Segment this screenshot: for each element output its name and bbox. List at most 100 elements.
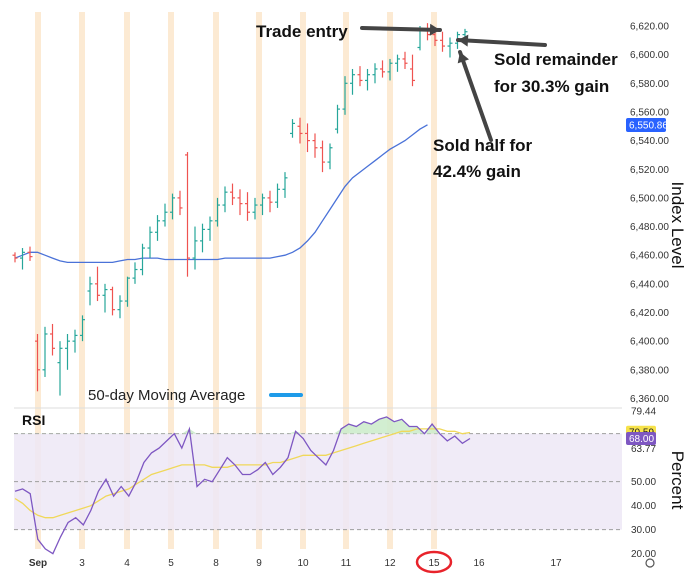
- price-bar-12: [102, 283, 108, 313]
- rsi-tick-label-4: 30.00: [631, 525, 656, 536]
- x-tick-label-9: 15: [428, 558, 440, 569]
- moving-average-line: [14, 124, 428, 264]
- annotation-sold-half-line2: 42.4% gain: [433, 162, 521, 181]
- rsi-badge-1: [626, 431, 656, 445]
- rsi-axis-title: Percent: [668, 451, 687, 510]
- x-tick-label-1: 3: [79, 558, 85, 569]
- price-bar-1: [20, 248, 25, 270]
- annotation-sold-remainder-line1: Sold remainder: [494, 50, 618, 69]
- highlighted-date-circle: [415, 550, 453, 574]
- price-bar-8: [72, 329, 78, 353]
- price-bar-5: [50, 323, 55, 356]
- price-bars: [12, 23, 468, 396]
- price-bar-48: [372, 63, 378, 84]
- price-bar-46: [357, 66, 363, 87]
- price-bar-4: [42, 326, 48, 377]
- x-tick-label-0: Sep: [29, 558, 47, 569]
- rsi-tick-label-5: 20.00: [631, 549, 656, 560]
- price-tick-label-0: 6,620.00: [630, 22, 669, 33]
- price-bar-17: [140, 243, 145, 276]
- arrow-trade-entry: [360, 23, 442, 36]
- settings-icon: [645, 558, 655, 568]
- price-tick-label-1: 6,600.00: [630, 50, 669, 61]
- price-bar-51: [395, 54, 400, 72]
- axes: 6,620.00 6,600.00 6,580.00 6,560.00 6,540.00…: [29, 22, 669, 574]
- rsi-overbought-fill: [15, 416, 470, 434]
- price-bar-58: [447, 37, 453, 58]
- price-tick-label-9: 6,440.00: [630, 279, 669, 290]
- rsi-panel-title: RSI: [22, 412, 45, 428]
- arrow-sold-half-head: [457, 52, 469, 64]
- price-tick-label-12: 6,380.00: [630, 365, 669, 376]
- price-bar-37: [290, 119, 295, 138]
- session-band-7: [343, 12, 349, 549]
- price-bar-41: [320, 140, 325, 173]
- price-bar-47: [365, 68, 370, 91]
- price-bar-26: [207, 216, 213, 241]
- price-tick-label-2: 6,580.00: [630, 79, 669, 90]
- session-band-8: [387, 12, 393, 549]
- price-bar-53: [410, 54, 415, 87]
- price-bar-28: [222, 186, 228, 213]
- price-bar-19: [155, 215, 160, 241]
- last-price-label: 6,550.86: [629, 121, 668, 132]
- annotation-trade-entry: Trade entry: [256, 22, 348, 41]
- price-bar-43: [335, 104, 340, 134]
- price-bar-50: [387, 58, 393, 81]
- arrow-sold-remainder: [456, 34, 547, 47]
- arrow-trade-entry-shaft: [360, 26, 442, 32]
- price-bar-20: [162, 203, 168, 227]
- price-bar-35: [275, 183, 280, 208]
- price-bar-23: [185, 152, 190, 277]
- x-tick-label-5: 9: [256, 558, 262, 569]
- x-tick-label-3: 5: [168, 558, 174, 569]
- session-band-3: [168, 12, 174, 549]
- price-bar-24: [192, 226, 198, 270]
- price-bar-22: [177, 190, 183, 216]
- arrow-sold-remainder-head: [458, 34, 469, 47]
- price-bar-2: [27, 246, 33, 261]
- price-bar-3: [35, 333, 40, 392]
- price-bar-36: [282, 172, 288, 198]
- x-tick-label-2: 4: [124, 558, 130, 569]
- price-tick-label-6: 6,500.00: [630, 193, 669, 204]
- x-tick-label-8: 12: [384, 558, 396, 569]
- price-bar-45: [350, 68, 355, 95]
- price-bar-42: [327, 143, 333, 170]
- moving-average: [14, 124, 428, 264]
- price-bar-39: [305, 123, 310, 153]
- rsi-tick-label-2: 50.00: [631, 477, 656, 488]
- rsi-panel: [14, 416, 622, 555]
- price-bar-9: [80, 315, 85, 342]
- price-bar-32: [252, 197, 258, 220]
- price-bar-6: [57, 341, 63, 396]
- x-tick-label-7: 11: [341, 558, 352, 569]
- rsi-tick-label-3: 40.00: [631, 501, 656, 512]
- arrow-sold-half-shaft: [458, 50, 493, 142]
- price-bar-34: [267, 190, 273, 213]
- price-bar-13: [110, 286, 115, 316]
- price-tick-label-7: 6,480.00: [630, 222, 669, 233]
- price-bar-18: [147, 226, 153, 259]
- price-bar-31: [245, 192, 250, 221]
- price-tick-label-8: 6,460.00: [630, 251, 669, 262]
- session-band-4: [213, 12, 219, 549]
- price-bar-55: [425, 23, 430, 41]
- price-bar-14: [117, 295, 123, 319]
- x-tick-label-11: 17: [550, 558, 562, 569]
- price-bar-29: [230, 183, 235, 206]
- price-tick-label-10: 6,420.00: [630, 308, 669, 319]
- session-band-0: [35, 12, 41, 549]
- price-bar-44: [342, 76, 348, 115]
- session-band-1: [79, 12, 85, 549]
- price-bar-21: [170, 193, 175, 220]
- price-tick-label-4: 6,540.00: [630, 136, 669, 147]
- price-tick-label-3: 6,560.00: [630, 107, 669, 118]
- price-bar-0: [12, 252, 18, 263]
- price-bar-52: [402, 51, 408, 69]
- price-bar-57: [440, 31, 445, 52]
- x-tick-label-4: 8: [213, 558, 219, 569]
- session-band-6: [300, 12, 306, 549]
- price-tick-label-13: 6,360.00: [630, 394, 669, 405]
